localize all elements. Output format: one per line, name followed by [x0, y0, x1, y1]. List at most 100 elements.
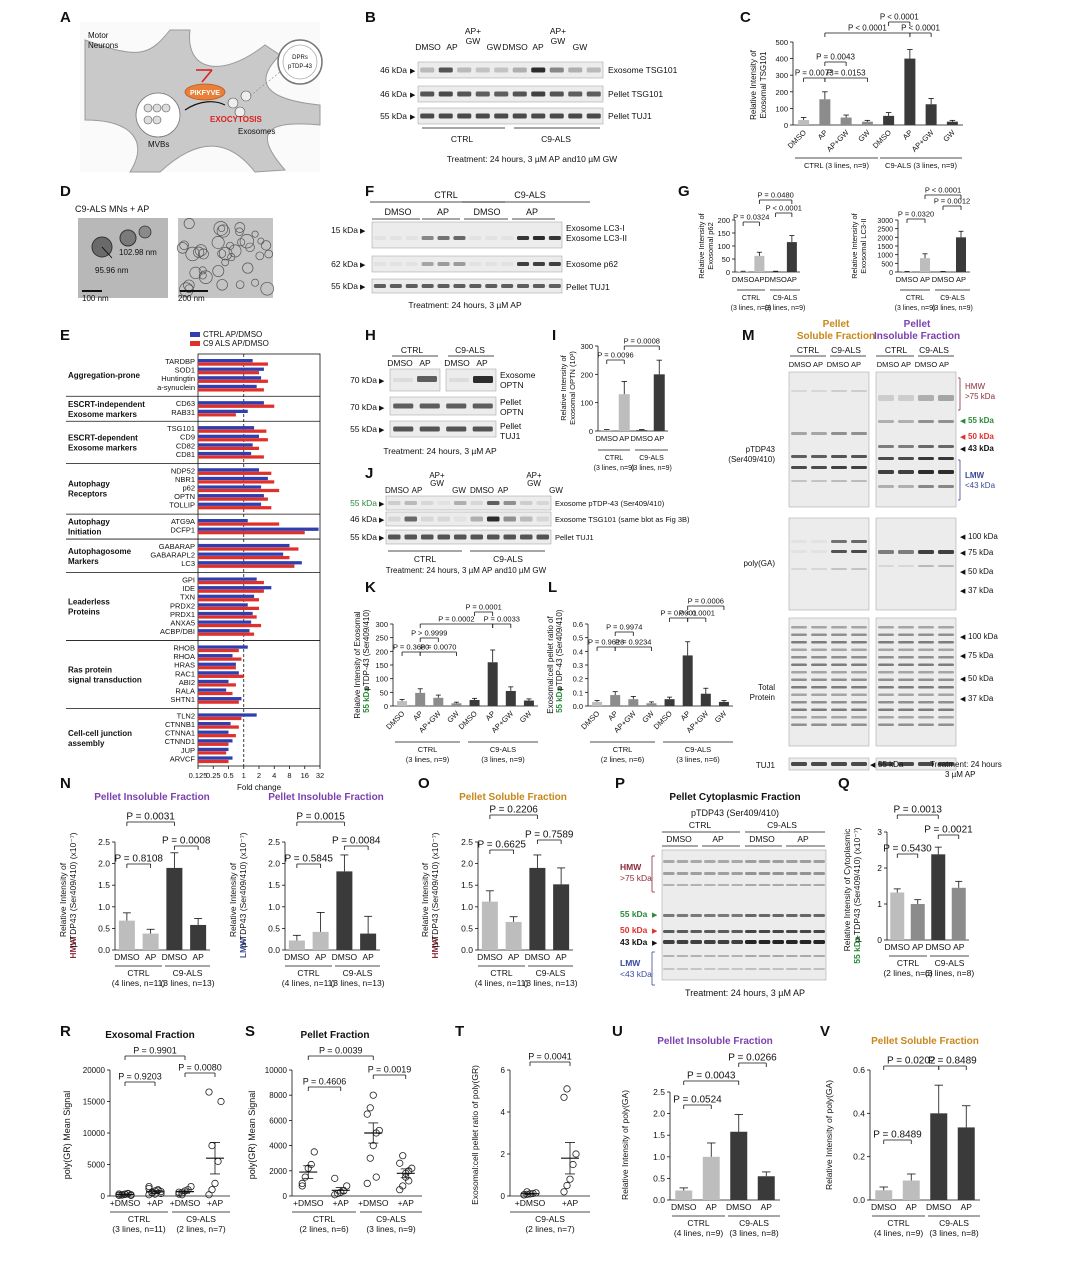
- y-tick-label: 2.0: [653, 1109, 665, 1119]
- y-tick-label: 0: [589, 427, 593, 436]
- blot-band: [791, 693, 807, 696]
- blot-band: [918, 723, 934, 726]
- blot-band: [831, 466, 847, 469]
- blot-band: [405, 262, 418, 266]
- data-point: [298, 1179, 306, 1188]
- blot-band: [811, 550, 827, 553]
- blot-band: [717, 860, 730, 863]
- blot-band: [758, 930, 771, 933]
- vesicle-em: [251, 230, 259, 238]
- y-tick-label: 200: [775, 88, 788, 97]
- group-label: CTRL: [434, 190, 458, 200]
- data-point: [331, 1174, 339, 1182]
- gene-label: CD9: [180, 433, 195, 442]
- blot-band: [898, 648, 914, 651]
- blot-band: [831, 656, 847, 659]
- blot-band: [663, 872, 675, 875]
- bar-ctrl: [198, 409, 248, 414]
- group-label: (3 lines, n=9): [631, 465, 672, 472]
- blot-band: [373, 284, 386, 288]
- p-value: P < 0.0001: [925, 186, 961, 195]
- y-tick-label: 0: [726, 268, 730, 277]
- x-tick-label: 2: [257, 771, 261, 780]
- group-label: CTRL: [687, 1218, 709, 1228]
- marker-arrow: ▶: [410, 114, 416, 121]
- x-tick-label: DMSO: [726, 1202, 752, 1212]
- bar-c9: [198, 388, 264, 392]
- band-label: Pellet TUJ1: [555, 533, 594, 542]
- blot-band: [938, 678, 954, 681]
- gene-label: HRAS: [174, 661, 195, 670]
- x-tick-label: AP: [315, 952, 327, 962]
- mvb: [135, 92, 181, 138]
- lane-label: DMSO: [415, 42, 441, 52]
- blot-band: [494, 113, 509, 119]
- y-tick-label: 50: [380, 688, 388, 697]
- y-axis-label-green: 55 kDa: [555, 687, 564, 713]
- bar-c9: [198, 716, 242, 721]
- blot-band: [745, 860, 757, 863]
- blot-band: [731, 968, 743, 970]
- vesicle-em: [193, 246, 205, 258]
- marker-arrow: ◀: [960, 534, 966, 541]
- group-label: C9-ALS: [940, 295, 965, 302]
- blot-band: [851, 540, 867, 543]
- y-tick-label: 10000: [83, 1129, 106, 1138]
- x-tick-label: AP: [906, 1202, 918, 1212]
- panel-letter-K: K: [365, 579, 376, 596]
- blot-band: [811, 663, 827, 666]
- x-tick-label: +DMSO: [170, 1198, 201, 1208]
- blot-band: [519, 501, 533, 505]
- lane-label: AP: [712, 834, 724, 844]
- y-tick-label: 0.5: [461, 923, 473, 933]
- mw-marker: 50 kDa: [968, 567, 994, 576]
- blot-band: [811, 432, 827, 435]
- blot-band: [453, 236, 466, 240]
- y-tick-label: 6: [501, 1066, 506, 1075]
- lane-label: AP: [498, 486, 509, 495]
- x-tick-label: +AP: [207, 1198, 224, 1208]
- blot-band: [811, 568, 827, 570]
- lane-label: DMSO: [444, 358, 470, 368]
- blot-band: [851, 390, 867, 392]
- y-tick-label: 0.0: [653, 1195, 665, 1205]
- x-tick-label: 4: [272, 771, 276, 780]
- group-label: CTRL: [297, 968, 319, 978]
- blot-band: [536, 534, 550, 540]
- blot-band: [690, 872, 702, 875]
- data-point: [145, 1182, 153, 1191]
- blot-exo-ptdp43: [385, 495, 552, 511]
- bar-ctrl: [198, 620, 252, 624]
- x-tick-label: DMSO: [896, 275, 919, 284]
- bar-c9: [198, 759, 229, 764]
- gene-label: ARVCF: [170, 754, 196, 763]
- blot-band: [786, 940, 798, 944]
- lane-label: AP: [851, 360, 861, 369]
- blot-band: [745, 940, 757, 944]
- lane-label: GW: [430, 479, 444, 488]
- p-value: P = 0.5845: [285, 854, 334, 865]
- em-image-right: [176, 218, 275, 298]
- blot-band: [918, 663, 934, 666]
- blot-band: [758, 914, 771, 917]
- bar-ctrl: [198, 527, 319, 531]
- bar: [682, 655, 693, 706]
- blot-background: [788, 757, 870, 771]
- y-tick-label: 200: [580, 370, 593, 379]
- blot-band: [745, 914, 757, 917]
- blot-band: [851, 432, 867, 435]
- blot-band: [389, 284, 402, 288]
- p-value: P = 0.0031: [126, 812, 175, 823]
- blot-band: [586, 67, 601, 73]
- blot-band: [878, 762, 894, 766]
- blot-band: [420, 113, 435, 119]
- category-label: Autophagy: [68, 518, 110, 527]
- bar-ctrl: [198, 476, 268, 481]
- marker-50: 50 kDa: [620, 925, 648, 935]
- bar-c9: [198, 555, 290, 560]
- blot-band: [419, 403, 440, 409]
- bar: [610, 695, 621, 706]
- blot-band: [472, 403, 493, 409]
- vesicle-em: [257, 237, 265, 245]
- mw-marker: 15 kDa: [331, 225, 358, 235]
